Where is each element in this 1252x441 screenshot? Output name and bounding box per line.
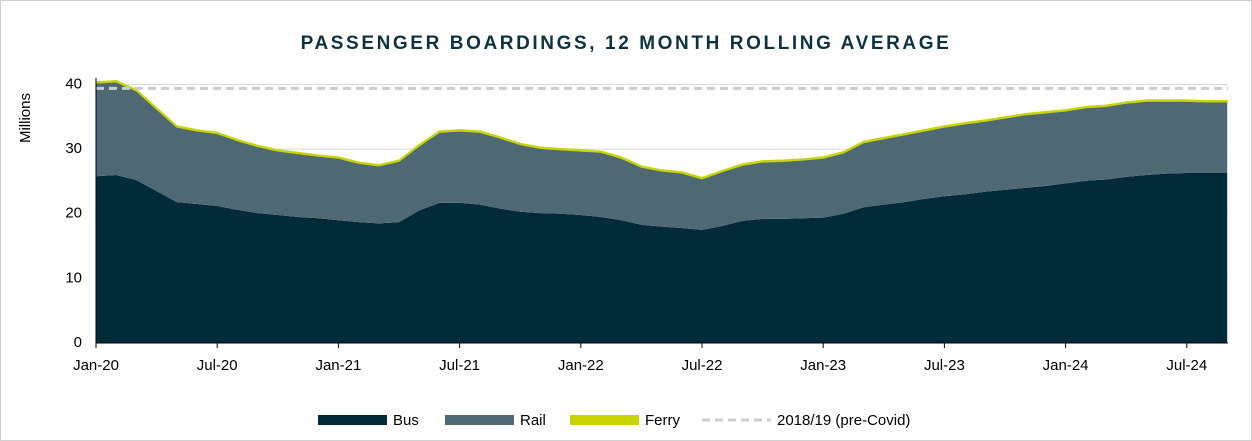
x-tick-label: Jan-23 xyxy=(800,357,846,374)
x-tick-label: Jan-22 xyxy=(558,357,604,374)
legend-label: Rail xyxy=(520,412,546,429)
legend-swatch xyxy=(445,415,514,425)
y-tick-label: 10 xyxy=(65,269,82,286)
x-tick-label: Jul-21 xyxy=(439,357,480,374)
x-tick-label: Jan-24 xyxy=(1043,357,1089,374)
x-tick-label: Jul-20 xyxy=(197,357,238,374)
area xyxy=(96,173,1228,343)
y-tick-label: 20 xyxy=(65,205,82,222)
area xyxy=(96,81,1228,230)
x-tick-label: Jul-22 xyxy=(682,357,723,374)
legend-label: Bus xyxy=(393,412,419,429)
legend-label: Ferry xyxy=(645,412,680,429)
chart-title: PASSENGER BOARDINGS, 12 MONTH ROLLING AV… xyxy=(301,33,952,54)
y-tick-label: 30 xyxy=(65,140,82,157)
y-tick-label: 40 xyxy=(65,75,82,92)
x-tick-label: Jul-24 xyxy=(1166,357,1207,374)
legend-label: 2018/19 (pre-Covid) xyxy=(777,412,910,429)
y-axis-label: Millions xyxy=(17,93,34,143)
x-tick-label: Jan-21 xyxy=(315,357,361,374)
y-tick-label: 0 xyxy=(74,334,82,351)
legend-swatch xyxy=(570,415,639,425)
x-tick-label: Jul-23 xyxy=(924,357,965,374)
area xyxy=(95,79,1228,180)
legend-swatch xyxy=(318,415,387,425)
x-tick-label: Jan-20 xyxy=(73,357,119,374)
